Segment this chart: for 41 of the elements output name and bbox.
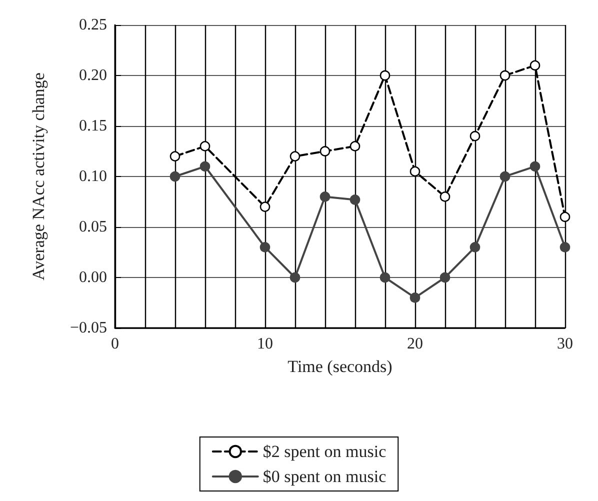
x-axis-title: Time (seconds) xyxy=(288,357,392,376)
point xyxy=(170,151,180,162)
legend-label: $0 spent on music xyxy=(262,467,387,486)
point xyxy=(560,242,570,252)
y-tick-label: 0.10 xyxy=(79,168,107,185)
x-tick-label: 0 xyxy=(111,336,119,352)
legend-label: $2 spent on music xyxy=(262,442,387,461)
point xyxy=(410,166,420,177)
point xyxy=(200,141,210,152)
x-tick-label: 30 xyxy=(557,336,573,352)
point xyxy=(290,151,300,162)
point xyxy=(350,194,360,205)
point xyxy=(260,202,270,212)
point xyxy=(470,242,480,252)
point xyxy=(440,272,450,283)
point xyxy=(320,192,330,202)
y-axis-title: Average NAcc activity change xyxy=(29,72,48,280)
y-tick-label: 0.00 xyxy=(79,269,107,286)
point xyxy=(320,146,330,156)
point xyxy=(410,292,420,303)
point xyxy=(500,171,510,182)
y-tick-label: 0.15 xyxy=(79,118,107,134)
point xyxy=(500,70,510,81)
point xyxy=(260,242,270,252)
point xyxy=(200,161,210,172)
point xyxy=(170,171,180,182)
point xyxy=(470,130,480,142)
y-tick-label: −0.05 xyxy=(70,320,107,336)
y-tick-label: 0.20 xyxy=(79,67,107,84)
x-tick-label: 10 xyxy=(257,336,273,352)
point xyxy=(380,70,390,81)
point xyxy=(440,192,450,202)
point xyxy=(530,60,540,71)
y-tick-label: 0.05 xyxy=(79,218,107,236)
y-tick-label: 0.25 xyxy=(79,16,107,34)
point xyxy=(380,272,390,283)
point xyxy=(290,272,300,283)
point xyxy=(560,212,570,222)
x-tick-label: 20 xyxy=(407,336,423,352)
point xyxy=(530,161,540,172)
point xyxy=(350,141,360,152)
